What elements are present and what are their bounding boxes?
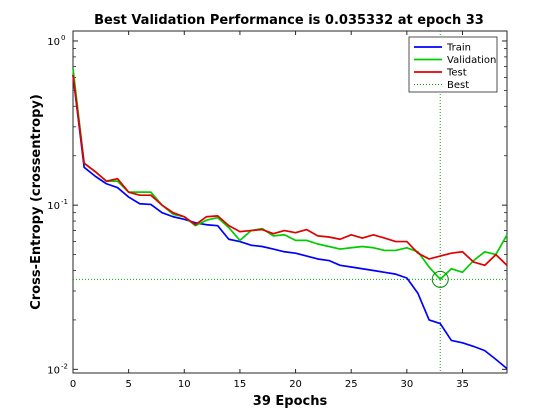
y-tick-label: 10 xyxy=(47,365,60,376)
legend-label-best: Best xyxy=(447,80,469,91)
x-axis-label: 39 Epochs xyxy=(253,394,328,409)
y-tick-exponent: 0 xyxy=(61,34,65,42)
x-tick-label: 35 xyxy=(456,379,469,390)
legend-label-test: Test xyxy=(446,68,467,79)
chart-title: Best Validation Performance is 0.035332 … xyxy=(94,13,484,28)
legend-label-validation: Validation xyxy=(447,55,496,66)
x-tick-label: 30 xyxy=(400,379,413,390)
y-tick-label: 10 xyxy=(47,37,60,48)
x-tick-label: 25 xyxy=(345,379,358,390)
y-axis-label: Cross-Entropy (crossentropy) xyxy=(29,94,44,310)
series-line-train xyxy=(72,74,508,370)
best-point-circle xyxy=(431,270,449,288)
x-tick-label: 20 xyxy=(289,379,302,390)
y-tick-exponent: -2 xyxy=(61,362,68,370)
x-tick-label: 0 xyxy=(70,379,76,390)
series-line-test xyxy=(72,74,508,267)
x-tick-label: 5 xyxy=(125,379,131,390)
legend-label-train: Train xyxy=(446,43,471,54)
series-lines xyxy=(72,68,508,370)
y-tick-exponent: -1 xyxy=(61,198,68,206)
x-tick-label: 10 xyxy=(178,379,191,390)
y-tick-label: 10 xyxy=(47,201,60,212)
x-tick-label: 15 xyxy=(234,379,247,390)
